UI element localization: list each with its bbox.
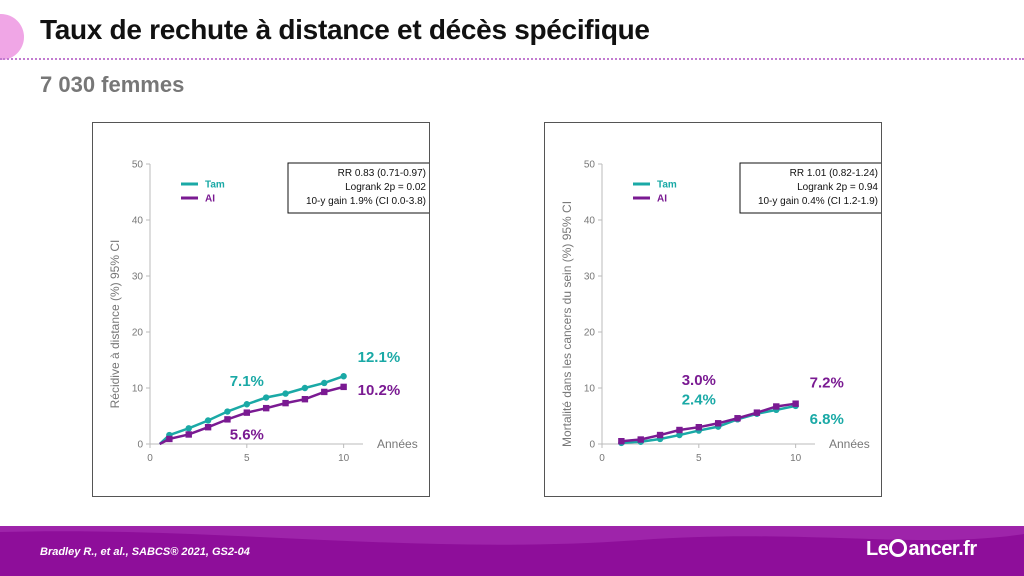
stats-line: 10-y gain 0.4% (CI 1.2-1.9) [758,196,878,207]
y-tick-label: 0 [137,440,143,451]
y-tick-label: 20 [584,328,596,339]
value-label: 10.2% [358,382,401,399]
data-point-tam [301,384,309,392]
y-tick-label: 50 [132,160,144,171]
value-label: 2.4% [682,392,716,409]
citation-text: Bradley R., et al., SABCS® 2021, GS2-04 [40,546,250,558]
y-axis-label: Mortalité dans les cancers du sein (%) 9… [560,201,574,447]
x-axis-label: Années [377,437,418,451]
data-point-tam [224,408,231,415]
x-tick-label: 10 [790,453,802,464]
data-point-ai [656,431,664,439]
data-point-ai [773,403,780,410]
data-point-ai [734,415,741,422]
y-tick-label: 30 [584,272,596,283]
y-tick-label: 50 [584,160,596,171]
data-point-ai [185,431,192,438]
x-tick-label: 5 [696,453,702,464]
data-point-ai [792,400,799,407]
data-point-ai [321,388,328,396]
footer-wave-decoration [0,526,1024,545]
data-point-ai [637,436,644,443]
data-point-ai [695,424,703,431]
value-label: 7.2% [810,375,844,392]
stats-box [287,162,429,214]
x-tick-label: 10 [338,453,350,464]
footer-bar: Bradley R., et al., SABCS® 2021, GS2-04 … [0,526,1024,576]
accent-circle [0,14,24,60]
data-point-ai [166,435,173,443]
logo-c-ring-icon [889,539,908,557]
value-label: 7.1% [230,373,264,390]
y-tick-label: 10 [132,384,144,395]
logo-text-le: Le [866,538,889,560]
y-tick-label: 30 [132,272,144,283]
data-point-ai [243,409,251,416]
legend-label-ai: AI [205,194,215,205]
y-tick-label: 40 [584,216,596,227]
page-title: Taux de rechute à distance et décès spéc… [40,14,650,45]
title-divider [0,58,1024,60]
data-point-ai [262,404,270,412]
page-subtitle: 7 030 femmes [40,72,185,97]
data-point-ai [340,383,347,391]
data-point-tam [340,373,347,380]
series-line-tam [621,404,796,445]
data-point-tam [262,394,270,401]
stats-box [739,162,881,214]
stats-line: Logrank 2p = 0.94 [797,182,878,193]
y-tick-label: 10 [584,384,596,395]
data-point-ai [301,396,309,403]
series-line-ai [621,402,796,443]
legend-label-tam: Tam [657,180,677,191]
chart-panel-breast-cancer-mortality: 0 10 20 30 40 50 0 5 10 Années Mortalité dans les … [544,122,882,497]
stats-line: Logrank 2p = 0.02 [345,182,426,193]
data-point-ai [618,438,625,445]
value-label: 6.8% [810,411,844,428]
value-label: 5.6% [230,427,264,444]
data-point-ai [753,409,761,416]
data-point-ai [282,399,289,407]
y-tick-label: 20 [132,328,144,339]
data-point-ai [204,424,212,431]
chart-distant-recurrence: 0 10 20 30 40 50 0 5 10 Années Récidive à distance… [108,160,429,464]
legend-label-ai: AI [657,194,667,205]
data-point-ai [224,416,231,423]
y-tick-label: 0 [589,440,595,451]
legend-label-tam: Tam [205,180,225,191]
data-point-tam [243,401,251,408]
logo-text-domain: ancer.fr [908,538,977,560]
value-label: 12.1% [358,349,401,366]
y-tick-label: 40 [132,216,144,227]
chart-breast-cancer-mortality: 0 10 20 30 40 50 0 5 10 Années Mortalité dans les … [560,160,881,464]
data-point-tam [185,425,192,432]
data-point-tam [321,379,328,387]
stats-line: RR 1.01 (0.82-1.24) [790,168,878,179]
data-point-ai [676,426,683,434]
data-point-tam [676,431,683,439]
value-label: 3.0% [682,372,716,389]
lecancer-logo[interactable]: Le ancer.fr [866,538,977,564]
y-axis-label: Récidive à distance (%) 95% CI [108,240,122,409]
data-point-tam [282,390,289,397]
x-tick-label: 5 [244,453,250,464]
data-point-ai [714,420,722,427]
x-tick-label: 0 [599,453,605,464]
x-tick-label: 0 [147,453,153,464]
x-axis-label: Années [829,437,870,451]
stats-line: 10-y gain 1.9% (CI 0.0-3.8) [306,196,426,207]
stats-line: RR 0.83 (0.71-0.97) [338,168,426,179]
chart-panel-distant-recurrence: 0 10 20 30 40 50 0 5 10 Années Récidive à distance… [92,122,430,497]
data-point-tam [204,417,212,424]
